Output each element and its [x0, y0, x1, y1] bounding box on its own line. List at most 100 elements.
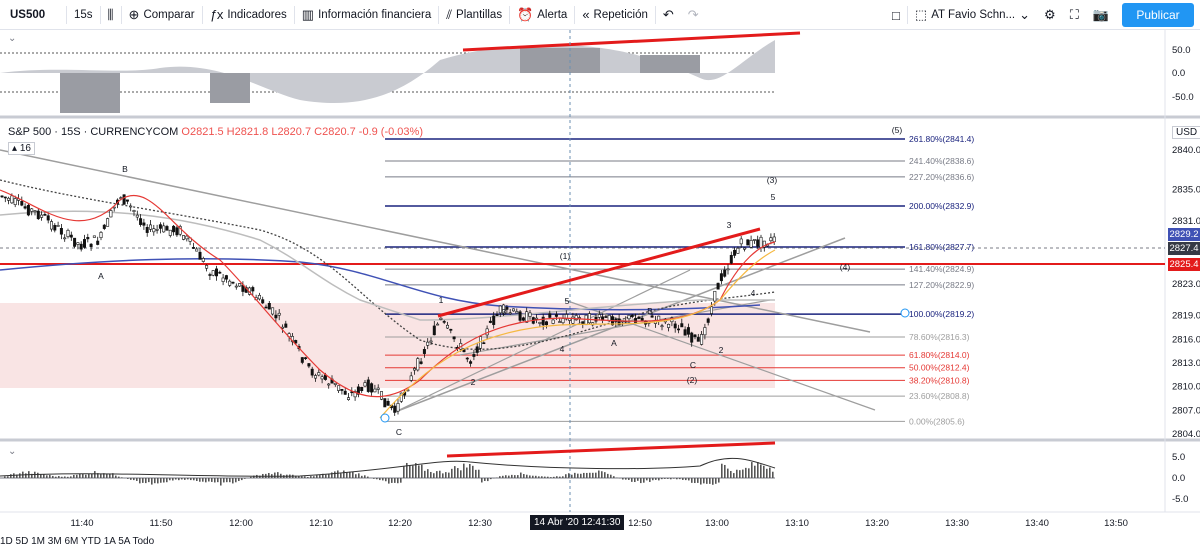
redo-button[interactable]: ↷: [681, 0, 706, 30]
histogram-bar: [547, 476, 549, 478]
histogram-bar: [76, 474, 78, 478]
candle-body: [469, 361, 473, 364]
fib-level-label: 50.00%(2812.4): [909, 363, 970, 373]
histogram-bar: [232, 478, 234, 484]
histogram-bar: [37, 472, 39, 478]
candle-body: [548, 313, 552, 318]
legend-title[interactable]: S&P 500 · 15S · CURRENCYCOM: [8, 126, 179, 138]
histogram-bar: [10, 474, 12, 478]
chart-type-button[interactable]: ⫼: [101, 0, 121, 30]
wave-label: (5): [892, 125, 903, 135]
wave-label: (1): [560, 251, 571, 261]
candle-body: [125, 199, 129, 202]
candle-body: [475, 346, 479, 353]
histogram-bar: [199, 478, 201, 482]
histogram-bar: [319, 475, 321, 478]
screenshot-button[interactable]: 📷: [1086, 0, 1116, 30]
histogram-bar: [250, 476, 252, 478]
histogram-bar: [58, 476, 60, 478]
histogram-bar: [445, 472, 447, 478]
histogram-bar: [403, 466, 405, 478]
templates-button[interactable]: ⫽ Plantillas: [439, 0, 509, 30]
candle-body: [79, 243, 83, 250]
publish-button[interactable]: Publicar: [1122, 3, 1194, 27]
indicators-button[interactable]: ƒx Indicadores: [203, 0, 294, 30]
candle-body: [83, 239, 87, 248]
fib-level-label: 261.80%(2841.4): [909, 134, 974, 144]
histogram-bar: [685, 478, 687, 481]
histogram-bar: [31, 473, 33, 478]
histogram-bar: [355, 474, 357, 478]
moving-average-gray: [0, 210, 775, 321]
candle-body: [33, 210, 37, 213]
histogram-bar: [349, 471, 351, 478]
undo-button[interactable]: ↶: [656, 0, 681, 30]
alert-button[interactable]: ⏰ Alerta: [510, 0, 574, 30]
histogram-bar: [25, 473, 27, 478]
histogram-bar: [550, 477, 552, 478]
alert-label: Alerta: [537, 8, 568, 21]
time-axis-label: 13:20: [865, 518, 889, 529]
indicator-collapse-badge[interactable]: ▴ 16: [8, 142, 35, 155]
histogram-bar: [457, 468, 459, 478]
histogram-bar: [7, 476, 9, 478]
histogram-bar: [424, 470, 426, 478]
histogram-bar: [364, 475, 366, 478]
layout-button[interactable]: ⬚ AT Favio Schn... ⌄: [908, 0, 1037, 30]
time-axis-label: 13:40: [1025, 518, 1049, 529]
histogram-bar: [214, 478, 216, 483]
price-axis-label: 2823.0: [1172, 279, 1200, 290]
histogram-bar: [301, 476, 303, 478]
candle-body: [92, 235, 96, 238]
histogram-bar: [343, 470, 345, 478]
histogram-bar: [253, 475, 255, 478]
histogram-bar: [751, 462, 753, 478]
candle-body: [396, 403, 400, 412]
range-bar[interactable]: 1D 5D 1M 3M 6M YTD 1A 5A Todo: [0, 536, 155, 544]
collapse-arrow-icon[interactable]: ⌄: [8, 446, 17, 457]
histogram-bar: [487, 478, 489, 482]
candle-body: [729, 255, 733, 264]
candle-body: [445, 324, 449, 329]
histogram-bar: [304, 476, 306, 478]
candle-body: [109, 210, 113, 218]
histogram-bar: [508, 475, 510, 478]
symbol-search[interactable]: US500: [10, 8, 46, 21]
histogram-bar: [82, 473, 84, 478]
candle-body: [155, 229, 159, 231]
chart-canvas[interactable]: 261.80%(2841.4) 241.40%(2838.6) 227.20%(28…: [0, 30, 1200, 536]
candle-body: [742, 247, 746, 250]
separator: [509, 5, 511, 24]
candle-body: [49, 221, 53, 230]
candle-body: [353, 391, 357, 398]
histogram-bar: [103, 473, 105, 478]
candle-body: [168, 229, 172, 236]
fib-anchor-point: [380, 413, 390, 423]
currency-label[interactable]: USD: [1172, 126, 1200, 139]
wave-label: 4: [751, 288, 756, 298]
histogram-bar: [169, 478, 171, 481]
fullscreen-layout-button[interactable]: □: [885, 0, 907, 30]
histogram-bar: [217, 478, 219, 483]
histogram-bar: [277, 472, 279, 478]
templates-icon: ⫽: [446, 6, 453, 22]
histogram-bar: [760, 464, 762, 478]
interval-button[interactable]: 15s: [74, 8, 93, 21]
histogram-bar: [478, 469, 480, 478]
fullscreen-button[interactable]: ⛶: [1063, 0, 1086, 30]
collapse-arrow-icon[interactable]: ⌄: [8, 33, 17, 44]
histogram-bar: [463, 463, 465, 478]
histogram-bar: [721, 463, 723, 478]
collapse-icon: ▴: [12, 143, 20, 154]
candle-body: [452, 336, 456, 340]
replay-button[interactable]: «Repetición: [575, 0, 655, 30]
candle-body: [366, 379, 370, 392]
compare-button[interactable]: ⊕ Comparar: [122, 0, 202, 30]
candle-body: [627, 314, 631, 320]
settings-button[interactable]: ⚙: [1037, 0, 1063, 30]
histogram-bar: [181, 478, 183, 480]
histogram-bar: [571, 474, 573, 478]
candle-body: [356, 386, 360, 395]
candle-body: [488, 320, 492, 323]
financials-button[interactable]: ▥ Información financiera: [295, 0, 438, 30]
